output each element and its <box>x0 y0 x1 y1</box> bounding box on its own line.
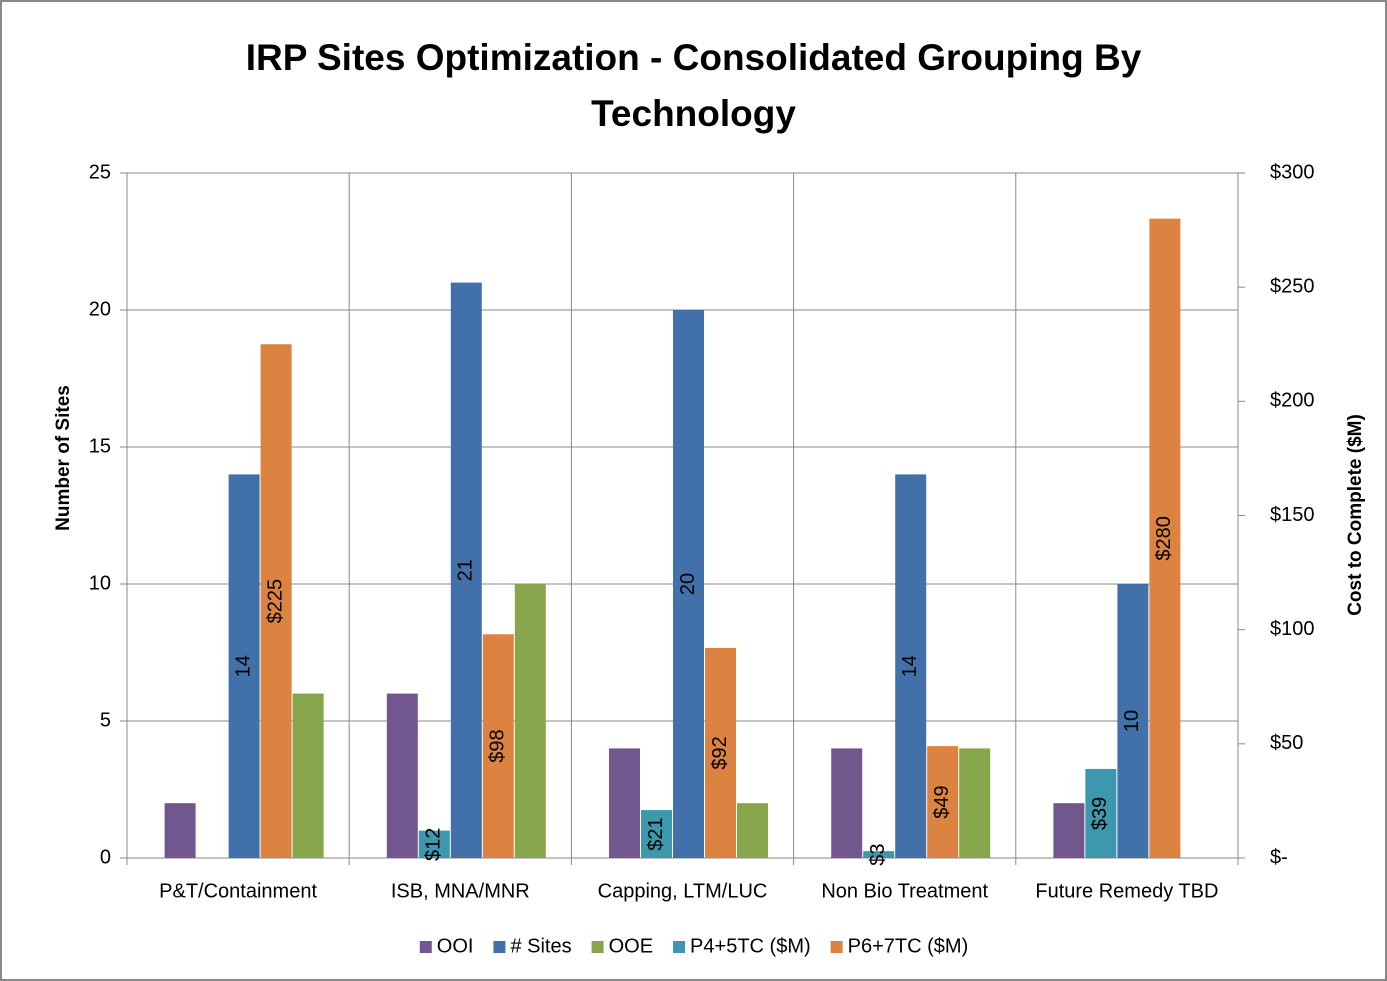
bar <box>831 748 863 858</box>
y-tick-label: 15 <box>89 435 111 457</box>
data-label: 20 <box>677 573 699 595</box>
legend-swatch <box>830 941 843 953</box>
bar <box>514 584 546 858</box>
y2-tick-label: $200 <box>1270 390 1315 412</box>
legend-label: P4+5TC ($M) <box>690 935 811 957</box>
bar <box>1085 768 1117 858</box>
data-label: $225 <box>264 579 286 624</box>
data-label: 14 <box>232 655 254 677</box>
bar <box>450 282 482 859</box>
legend-swatch <box>493 941 506 953</box>
data-label: $3 <box>867 843 889 865</box>
legend-label: OOE <box>609 935 653 957</box>
legend-swatch <box>419 941 432 953</box>
bar <box>737 803 768 858</box>
bar <box>292 693 324 858</box>
legend-label: # Sites <box>510 935 571 957</box>
x-tick-label: Non Bio Treatment <box>821 880 988 902</box>
data-label: $39 <box>1089 797 1111 830</box>
x-tick-label: Capping, LTM/LUC <box>598 880 768 902</box>
y2-tick-label: $150 <box>1270 504 1315 526</box>
bar <box>164 803 196 858</box>
bar <box>1053 803 1085 858</box>
bar <box>418 830 450 858</box>
y-tick-label: 5 <box>100 709 111 731</box>
x-tick-label: Future Remedy TBD <box>1035 880 1218 902</box>
data-label: $21 <box>645 817 667 850</box>
y2-tick-label: $- <box>1270 846 1288 868</box>
bar <box>609 748 640 858</box>
bar <box>673 310 704 858</box>
y-tick-label: 0 <box>100 846 111 868</box>
bar <box>228 474 260 858</box>
bar <box>482 634 514 858</box>
bar <box>705 647 736 858</box>
data-label: $12 <box>423 828 445 861</box>
bar <box>959 748 991 858</box>
legend-swatch <box>673 941 686 953</box>
data-label: $280 <box>1153 516 1175 561</box>
bar <box>863 851 895 858</box>
y2-tick-label: $100 <box>1270 618 1315 640</box>
x-tick-label: P&T/Containment <box>159 880 317 902</box>
bar <box>895 474 927 858</box>
data-label: 10 <box>1121 710 1143 732</box>
x-tick-label: ISB, MNA/MNR <box>391 880 530 902</box>
y-tick-label: 25 <box>89 161 111 183</box>
y2-tick-label: $50 <box>1270 732 1303 754</box>
legend-swatch <box>591 941 604 953</box>
data-label: $92 <box>709 736 731 769</box>
data-label: 14 <box>899 655 921 677</box>
data-label: $49 <box>931 785 953 818</box>
data-label: $98 <box>487 729 509 762</box>
data-label: 21 <box>455 559 477 581</box>
chart-title: IRP Sites Optimization - Consolidated Gr… <box>245 37 1142 134</box>
y2-tick-label: $250 <box>1270 275 1315 297</box>
bar <box>641 810 672 858</box>
y-tick-label: 10 <box>89 572 111 594</box>
legend-label: OOI <box>437 935 474 957</box>
y-tick-label: 20 <box>89 298 111 320</box>
bar <box>260 344 292 858</box>
bar <box>927 746 959 858</box>
legend-label: P6+7TC ($M) <box>848 935 969 957</box>
bar <box>386 693 418 858</box>
y-axis-title: Number of Sites <box>53 385 74 531</box>
bar <box>1149 218 1181 858</box>
y2-axis-title: Cost to Complete ($M) <box>1345 414 1366 616</box>
y2-tick-label: $300 <box>1270 161 1315 183</box>
bar <box>1117 584 1149 858</box>
